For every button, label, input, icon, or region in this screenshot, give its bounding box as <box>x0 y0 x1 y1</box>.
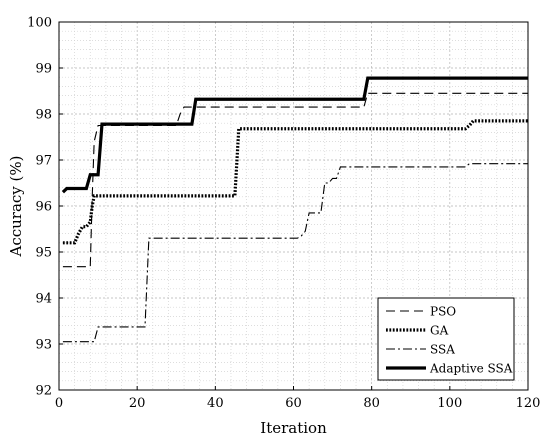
y-tick-label: 98 <box>35 108 52 123</box>
y-tick-label: 93 <box>35 338 52 353</box>
legend-label: GA <box>430 324 449 338</box>
y-tick-label: 95 <box>35 246 52 261</box>
y-tick-label: 99 <box>35 62 52 77</box>
y-axis-label: Accuracy (%) <box>7 155 25 257</box>
legend-box <box>377 297 515 381</box>
x-tick-label: 40 <box>207 396 224 411</box>
axis-ticks: 0 20 40 60 80 100 120 92 93 94 95 96 97 98 99 100 <box>27 16 540 412</box>
y-tick-label: 96 <box>35 200 52 215</box>
legend-label: PSO <box>430 305 456 319</box>
x-tick-label: 100 <box>437 396 462 411</box>
x-tick-label: 80 <box>363 396 380 411</box>
x-axis-label: Iteration <box>260 419 327 437</box>
series-line-adaptive-ssa <box>61 76 528 194</box>
x-tick-label: 60 <box>285 396 302 411</box>
legend: PSO GA SSA Adaptive SSA <box>377 297 515 381</box>
legend-label: SSA <box>430 343 455 357</box>
y-tick-label: 92 <box>35 384 52 399</box>
x-tick-label: 120 <box>516 396 541 411</box>
x-tick-label: 20 <box>129 396 146 411</box>
series-line-pso <box>62 92 528 268</box>
series-line-ssa <box>62 163 528 343</box>
series-lines <box>61 76 528 343</box>
y-tick-label: 94 <box>35 292 52 307</box>
y-tick-label: 100 <box>27 16 52 31</box>
legend-label: Adaptive SSA <box>429 362 513 376</box>
x-tick-label: 0 <box>55 396 63 411</box>
y-tick-label: 97 <box>35 154 52 169</box>
